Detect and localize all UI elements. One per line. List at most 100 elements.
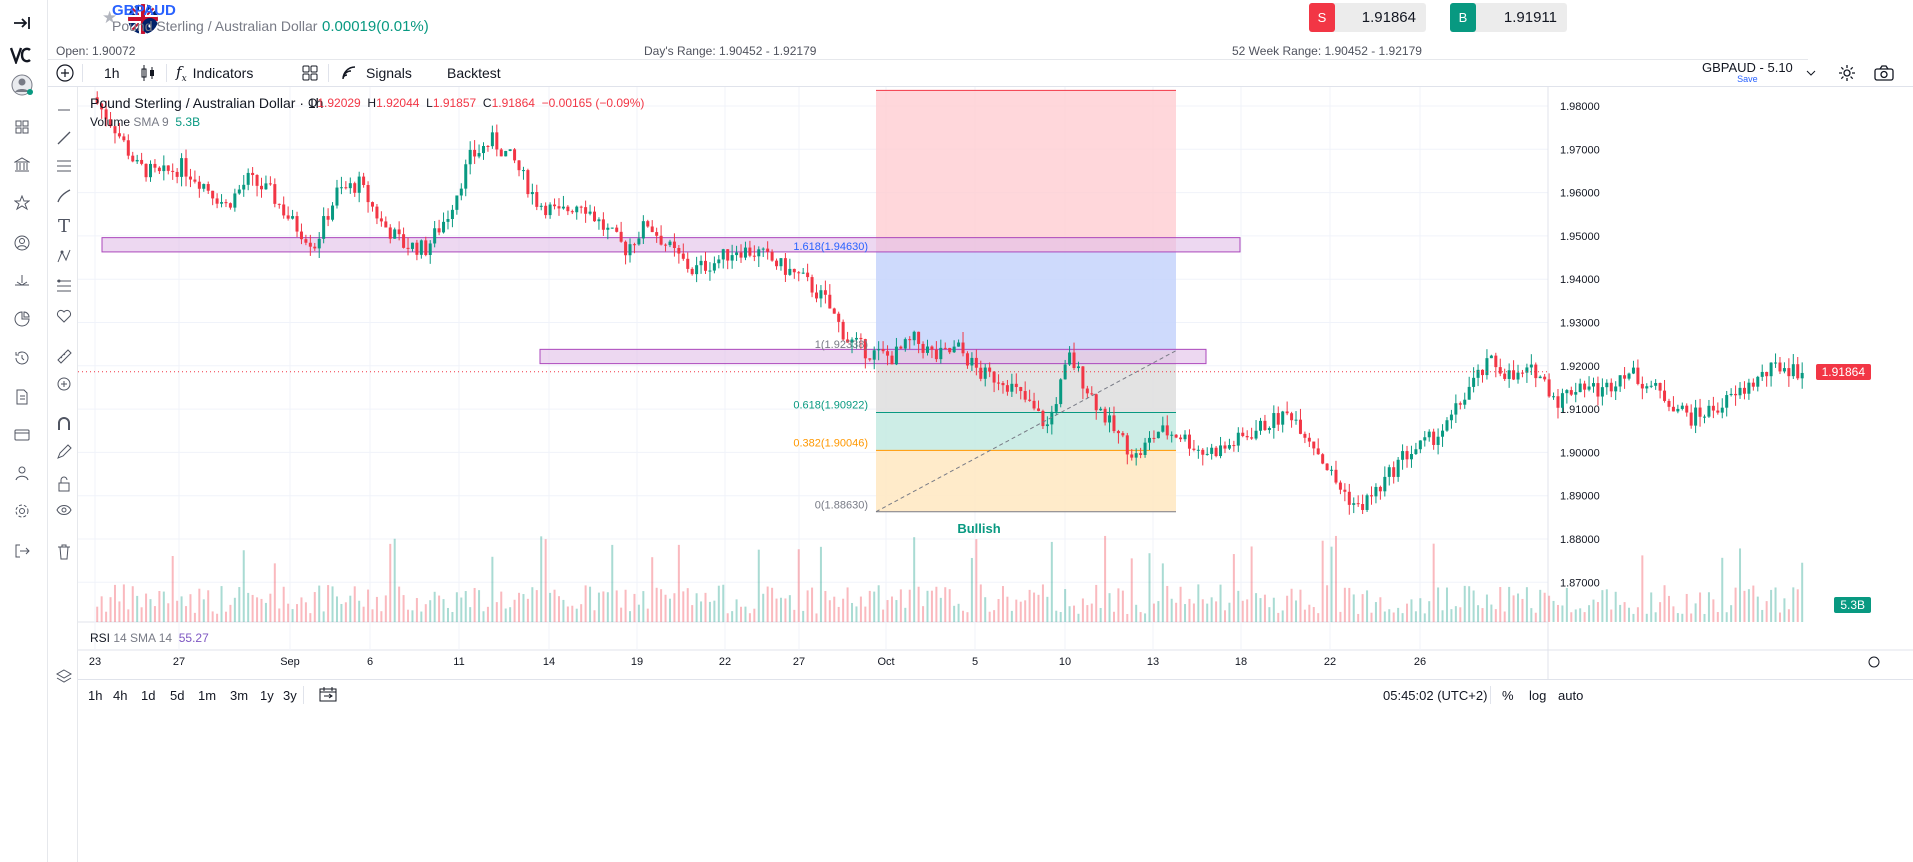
layout-name-button[interactable]: GBPAUD - 5.10 Save	[1702, 60, 1793, 86]
chart-area[interactable]: 1.98000 1.97000 1.96000 1.95000 1.94000 1.930…	[48, 86, 1913, 862]
settings-gear-icon[interactable]	[9, 498, 35, 524]
layouts-button[interactable]	[302, 60, 318, 86]
candle-body	[1090, 393, 1094, 395]
open-label: O	[308, 96, 318, 110]
signals-button[interactable]: Signals	[342, 60, 412, 86]
volume-bar	[526, 598, 529, 622]
fib-tool-icon[interactable]	[55, 277, 73, 295]
ruler-tool-icon[interactable]	[55, 347, 73, 365]
candle-body	[126, 140, 130, 156]
pencil-lock-tool-icon[interactable]	[55, 443, 73, 461]
trash-tool-icon[interactable]	[55, 543, 73, 561]
bank-icon[interactable]	[9, 152, 35, 178]
x-tick-label: 19	[631, 656, 643, 668]
user-avatar-icon[interactable]	[9, 72, 35, 98]
candle-body	[637, 238, 641, 245]
history-icon[interactable]	[9, 345, 35, 371]
lock-tool-icon[interactable]	[55, 475, 73, 493]
auto-toggle[interactable]: auto	[1558, 688, 1584, 703]
range-1m[interactable]: 1m	[198, 688, 217, 703]
price-chart[interactable]: 1.98000 1.97000 1.96000 1.95000 1.94000 1.930…	[48, 87, 1913, 862]
volume-bar	[753, 608, 756, 622]
candle-body	[1800, 372, 1804, 379]
range-1h[interactable]: 1h	[88, 688, 103, 703]
backtest-button[interactable]: Backtest	[447, 65, 501, 81]
bottom-bar: 1h 4h 1d 5d 1m 3m 1y 3y 05:45:02 (UTC+2)…	[78, 679, 1913, 709]
star-icon[interactable]	[9, 190, 35, 216]
chart-settings-icon[interactable]	[1838, 60, 1856, 86]
dashboard-icon[interactable]	[9, 114, 35, 140]
collapse-sidebar-icon[interactable]	[9, 10, 35, 36]
zoom-in-tool-icon[interactable]	[55, 375, 73, 393]
range-3m[interactable]: 3m	[230, 688, 249, 703]
layout-dropdown-chevron-icon[interactable]	[1806, 60, 1816, 86]
volume-bar	[131, 586, 134, 622]
sell-quote-button[interactable]: S 1.91864	[1309, 3, 1426, 32]
volume-bar	[1778, 612, 1781, 622]
pie-chart-icon[interactable]	[9, 306, 35, 332]
log-toggle[interactable]: log	[1529, 688, 1547, 703]
range-1y[interactable]: 1y	[260, 688, 274, 703]
clock[interactable]: 05:45:02 (UTC+2)	[1383, 688, 1488, 703]
range-5d[interactable]: 5d	[170, 688, 185, 703]
heart-tool-icon[interactable]	[55, 307, 73, 325]
wallet-icon[interactable]	[9, 422, 35, 448]
trend-line-tool-icon[interactable]	[55, 129, 73, 147]
volume-bar	[1055, 610, 1058, 622]
candle-body	[1321, 454, 1325, 464]
brush-tool-icon[interactable]	[55, 187, 73, 205]
layers-tool-icon[interactable]	[55, 667, 73, 685]
percent-toggle[interactable]: %	[1502, 688, 1514, 703]
text-tool-icon[interactable]: T	[57, 215, 70, 237]
candle-body	[415, 242, 419, 255]
indicators-button[interactable]: fx Indicators	[176, 60, 253, 86]
candle-body	[748, 247, 752, 256]
volume-bar	[970, 557, 973, 622]
candle-body	[872, 350, 876, 360]
volume-bar	[1028, 589, 1031, 622]
volume-bar	[189, 594, 192, 622]
candle-body	[308, 242, 312, 247]
range-1d[interactable]: 1d	[141, 688, 156, 703]
volume-bar	[438, 595, 441, 622]
candle-body	[1596, 383, 1600, 397]
profile-icon[interactable]	[9, 460, 35, 486]
candle-body	[513, 149, 517, 161]
eye-tool-icon[interactable]	[55, 501, 73, 519]
add-symbol-button[interactable]	[56, 60, 74, 86]
volume-bar	[682, 591, 685, 622]
range-4h[interactable]: 4h	[113, 688, 128, 703]
date-range-calendar-icon[interactable]	[319, 686, 337, 705]
interval-button[interactable]: 1h	[104, 65, 120, 81]
symbol-code[interactable]: GBPAUD	[112, 2, 176, 19]
pattern-tool-icon[interactable]	[55, 247, 73, 265]
logout-icon[interactable]	[9, 538, 35, 564]
favorite-star-icon[interactable]: ★	[102, 8, 118, 27]
volume-bar	[198, 588, 201, 622]
save-label[interactable]: Save	[1737, 74, 1758, 84]
volume-bar	[1348, 587, 1351, 622]
candle-body	[1254, 430, 1258, 439]
volume-bar	[957, 603, 960, 622]
cursor-tool-icon[interactable]	[55, 97, 73, 115]
horizontal-lines-tool-icon[interactable]	[55, 157, 73, 175]
y-tick-label: 1.94000	[1560, 274, 1600, 286]
document-icon[interactable]	[9, 384, 35, 410]
account-icon[interactable]	[9, 230, 35, 256]
screenshot-camera-icon[interactable]	[1874, 60, 1894, 86]
volume-bar	[1299, 589, 1302, 622]
volume-bar	[1046, 596, 1049, 622]
volume-bar	[327, 585, 330, 622]
volume-bar	[1721, 557, 1724, 622]
buy-quote-button[interactable]: B 1.91911	[1450, 3, 1567, 32]
candle-body	[1245, 435, 1249, 438]
volume-bar	[1184, 604, 1187, 622]
range-3y[interactable]: 3y	[283, 688, 297, 703]
brand-logo-icon[interactable]	[9, 42, 35, 68]
volume-bar	[1694, 603, 1697, 622]
magnet-tool-icon[interactable]	[55, 415, 73, 433]
candle-body	[171, 170, 175, 172]
candle-body	[1703, 416, 1706, 418]
deposit-icon[interactable]	[9, 268, 35, 294]
chart-type-button[interactable]	[140, 60, 156, 86]
